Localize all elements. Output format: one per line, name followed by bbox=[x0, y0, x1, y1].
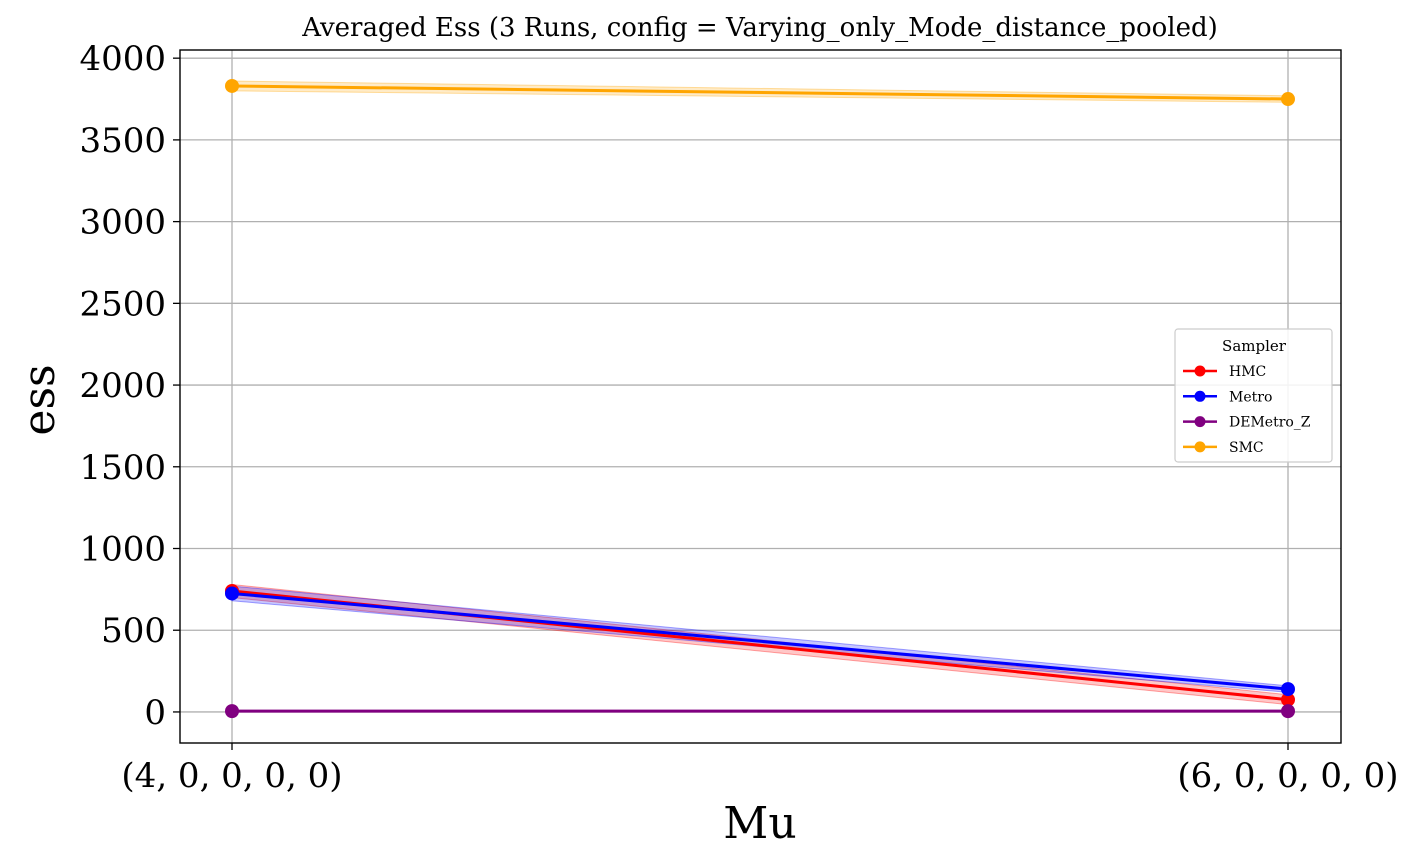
point-hmc bbox=[1281, 692, 1295, 707]
legend-marker-hmc bbox=[1194, 365, 1206, 377]
point-smc bbox=[1281, 92, 1295, 107]
y-tick-label: 2500 bbox=[79, 284, 166, 324]
y-tick-label: 2000 bbox=[79, 366, 166, 406]
y-tick-label: 500 bbox=[101, 611, 166, 651]
x-tick-label: (4, 0, 0, 0, 0) bbox=[121, 756, 342, 796]
legend-title: Sampler bbox=[1222, 337, 1287, 355]
y-axis-ticks: 0 500 1000 1500 2000 2500 3000 3500 4000 bbox=[79, 39, 180, 733]
legend-item-metro: Metro bbox=[1183, 389, 1272, 405]
y-tick-label: 4000 bbox=[79, 39, 166, 79]
series-points bbox=[225, 78, 1295, 719]
x-axis-ticks: (4, 0, 0, 0, 0) (6, 0, 0, 0, 0) bbox=[121, 743, 1399, 796]
legend-label-smc: SMC bbox=[1229, 440, 1264, 456]
legend-marker-metro bbox=[1194, 390, 1206, 402]
x-tick-label: (6, 0, 0, 0, 0) bbox=[1177, 756, 1398, 796]
legend-marker-demetro-z bbox=[1194, 416, 1206, 428]
point-demetro-z bbox=[1281, 704, 1295, 719]
point-metro bbox=[225, 586, 239, 601]
y-tick-label: 1000 bbox=[79, 530, 166, 570]
legend-item-demetro-z: DEMetro_Z bbox=[1183, 415, 1311, 431]
legend-label-demetro-z: DEMetro_Z bbox=[1229, 415, 1311, 431]
point-metro bbox=[1281, 682, 1295, 697]
legend-label-hmc: HMC bbox=[1229, 364, 1266, 380]
y-tick-label: 0 bbox=[144, 693, 166, 733]
legend-label-metro: Metro bbox=[1229, 389, 1272, 405]
y-tick-label: 3000 bbox=[79, 203, 166, 243]
y-tick-label: 1500 bbox=[79, 448, 166, 488]
legend-items: HMC Metro DEMetro_Z SMC bbox=[1183, 364, 1311, 456]
confidence-bands bbox=[231, 80, 1289, 713]
y-axis-label: ess bbox=[14, 364, 65, 435]
x-axis-label: Mu bbox=[723, 798, 796, 849]
y-tick-label: 3500 bbox=[79, 121, 166, 161]
band-metro bbox=[231, 585, 1289, 693]
line-smc bbox=[231, 84, 1289, 101]
plot-frame bbox=[179, 49, 1342, 744]
legend-item-smc: SMC bbox=[1183, 440, 1264, 456]
legend: Sampler HMC Metro DEMetro_Z SMC bbox=[1174, 328, 1333, 463]
grid bbox=[180, 50, 1341, 743]
legend-box bbox=[1174, 328, 1333, 463]
chart-title: Averaged Ess (3 Runs, config = Varying_o… bbox=[301, 13, 1218, 43]
legend-item-hmc: HMC bbox=[1183, 364, 1266, 380]
legend-marker-smc bbox=[1194, 441, 1206, 453]
series-lines bbox=[231, 84, 1289, 713]
line-metro bbox=[231, 591, 1289, 691]
point-smc bbox=[225, 78, 239, 93]
point-demetro-z bbox=[225, 704, 239, 719]
